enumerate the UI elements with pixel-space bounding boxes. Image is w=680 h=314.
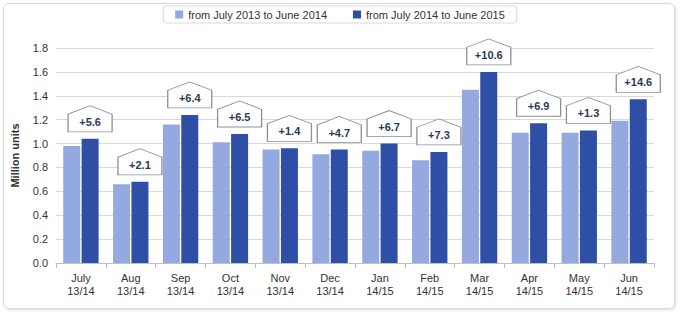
svg-text:+6.9: +6.9	[528, 100, 550, 112]
svg-text:+6.7: +6.7	[378, 121, 400, 133]
svg-text:13/14: 13/14	[266, 285, 294, 297]
svg-text:+4.7: +4.7	[328, 127, 350, 139]
svg-text:+14.6: +14.6	[624, 76, 652, 88]
svg-text:0.8: 0.8	[33, 161, 48, 173]
svg-text:Jun: Jun	[620, 272, 638, 284]
svg-text:+1.3: +1.3	[578, 107, 600, 119]
svg-text:1.4: 1.4	[33, 90, 48, 102]
svg-text:0.2: 0.2	[33, 233, 48, 245]
svg-text:Million units: Million units	[9, 123, 21, 187]
svg-text:13/14: 13/14	[316, 285, 344, 297]
svg-text:Jan: Jan	[371, 272, 389, 284]
svg-text:1.0: 1.0	[33, 138, 48, 150]
svg-text:July: July	[71, 272, 91, 284]
svg-text:14/15: 14/15	[565, 285, 593, 297]
svg-text:13/14: 13/14	[117, 285, 145, 297]
svg-text:from July 2014 to June 2015: from July 2014 to June 2015	[366, 9, 505, 21]
svg-text:1.6: 1.6	[33, 66, 48, 78]
svg-text:14/15: 14/15	[366, 285, 394, 297]
svg-text:1.8: 1.8	[33, 42, 48, 54]
svg-text:May: May	[569, 272, 590, 284]
svg-text:+10.6: +10.6	[475, 49, 503, 61]
svg-text:14/15: 14/15	[615, 285, 643, 297]
svg-text:Oct: Oct	[222, 272, 239, 284]
svg-text:+7.3: +7.3	[428, 129, 450, 141]
svg-text:13/14: 13/14	[217, 285, 245, 297]
svg-text:Nov: Nov	[270, 272, 290, 284]
svg-text:Aug: Aug	[121, 272, 141, 284]
svg-text:+6.5: +6.5	[229, 111, 251, 123]
svg-text:from July 2013 to June 2014: from July 2013 to June 2014	[188, 9, 327, 21]
svg-text:Mar: Mar	[470, 272, 489, 284]
svg-text:14/15: 14/15	[516, 285, 544, 297]
svg-text:13/14: 13/14	[167, 285, 195, 297]
svg-text:0.6: 0.6	[33, 185, 48, 197]
svg-text:+5.6: +5.6	[79, 116, 101, 128]
svg-text:+1.4: +1.4	[279, 125, 302, 137]
svg-text:0.0: 0.0	[33, 257, 48, 269]
svg-text:Feb: Feb	[420, 272, 439, 284]
svg-text:Dec: Dec	[320, 272, 340, 284]
svg-text:+2.1: +2.1	[129, 159, 151, 171]
svg-text:14/15: 14/15	[416, 285, 444, 297]
svg-text:1.2: 1.2	[33, 114, 48, 126]
svg-text:Sep: Sep	[171, 272, 191, 284]
svg-text:13/14: 13/14	[67, 285, 95, 297]
svg-text:14/15: 14/15	[466, 285, 494, 297]
svg-text:0.4: 0.4	[33, 209, 48, 221]
svg-text:Apr: Apr	[521, 272, 538, 284]
svg-text:+6.4: +6.4	[179, 92, 202, 104]
